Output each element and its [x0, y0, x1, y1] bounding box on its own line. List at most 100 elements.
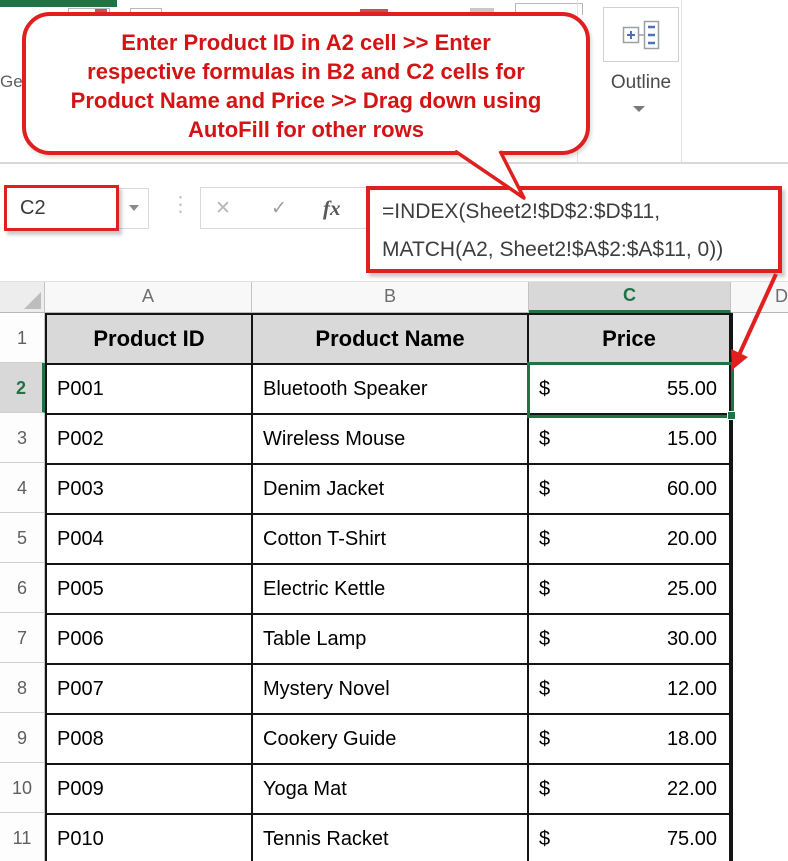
cell-product-id[interactable]: P008 [47, 715, 253, 765]
cell-price[interactable]: $18.00 [529, 715, 731, 765]
row-header-4[interactable]: 4 [0, 463, 45, 513]
callout-line: Enter Product ID in A2 cell >> Enter [121, 30, 491, 55]
cell-product-name[interactable]: Tennis Racket [253, 815, 529, 861]
cell-price[interactable]: $75.00 [529, 815, 731, 861]
currency-symbol: $ [539, 727, 551, 750]
ribbon-fragment [470, 8, 494, 12]
row-header-9[interactable]: 9 [0, 713, 45, 763]
callout-line: Product Name and Price >> Drag down usin… [70, 88, 542, 113]
row-header-1[interactable]: 1 [0, 313, 45, 363]
table-row: P002 Wireless Mouse $15.00 [47, 415, 731, 465]
cell-product-name[interactable]: Wireless Mouse [253, 415, 529, 465]
cell-product-id[interactable]: P007 [47, 665, 253, 715]
cell-product-name[interactable]: Electric Kettle [253, 565, 529, 615]
callout-tail [454, 150, 526, 200]
table-row: P003 Denim Jacket $60.00 [47, 465, 731, 515]
header-cell[interactable]: Price [529, 315, 731, 365]
ribbon-tab-accent [0, 0, 117, 7]
price-value: 55.00 [666, 377, 717, 400]
cell-product-name[interactable]: Bluetooth Speaker [253, 365, 529, 415]
callout-line: respective formulas in B2 and C2 cells f… [87, 59, 525, 84]
cell-product-id[interactable]: P003 [47, 465, 253, 515]
number-format-partial-label: Ge [0, 72, 23, 91]
row-header-11[interactable]: 11 [0, 813, 45, 861]
table-header-row: Product ID Product Name Price [47, 315, 731, 365]
callout-line: AutoFill for other rows [188, 117, 424, 142]
cell-price[interactable]: $30.00 [529, 615, 731, 665]
name-box-dropdown-icon[interactable] [129, 205, 139, 211]
row-header-6[interactable]: 6 [0, 563, 45, 613]
currency-symbol: $ [539, 527, 551, 550]
currency-symbol: $ [539, 777, 551, 800]
fill-handle[interactable] [727, 411, 736, 420]
price-value: 25.00 [666, 577, 717, 600]
table-row: P004 Cotton T-Shirt $20.00 [47, 515, 731, 565]
currency-symbol: $ [539, 427, 551, 450]
cell-product-id[interactable]: P009 [47, 765, 253, 815]
product-table: Product ID Product Name Price P001 Bluetooth… [45, 313, 733, 861]
outline-dropdown-icon[interactable] [633, 106, 645, 112]
currency-symbol: $ [539, 827, 551, 850]
insert-function-icon[interactable]: fx [323, 195, 341, 220]
ribbon-fragment [360, 9, 388, 13]
formula-bar-buttons: ✕ ✓ fx [200, 187, 377, 229]
cell-price[interactable]: $25.00 [529, 565, 731, 615]
select-all-triangle-icon [24, 292, 41, 309]
currency-symbol: $ [539, 577, 551, 600]
cell-price[interactable]: $15.00 [529, 415, 731, 465]
row-header-10[interactable]: 10 [0, 763, 45, 813]
cell-product-name[interactable]: Cotton T-Shirt [253, 515, 529, 565]
row-header-5[interactable]: 5 [0, 513, 45, 563]
currency-symbol: $ [539, 377, 551, 400]
enter-icon[interactable]: ✓ [271, 197, 287, 219]
cell-product-id[interactable]: P005 [47, 565, 253, 615]
cell-product-name[interactable]: Mystery Novel [253, 665, 529, 715]
table-row: P008 Cookery Guide $18.00 [47, 715, 731, 765]
row-header-7[interactable]: 7 [0, 613, 45, 663]
column-header-B[interactable]: B [252, 282, 529, 313]
header-cell[interactable]: Product Name [253, 315, 529, 365]
outline-icon [622, 20, 660, 49]
cell-price[interactable]: $60.00 [529, 465, 731, 515]
row-header-8[interactable]: 8 [0, 663, 45, 713]
column-header-A[interactable]: A [45, 282, 252, 313]
price-value: 30.00 [666, 627, 717, 650]
ribbon-bottom-border [0, 162, 788, 164]
table-row: P007 Mystery Novel $12.00 [47, 665, 731, 715]
row-header-2[interactable]: 2 [0, 363, 45, 413]
price-value: 12.00 [666, 677, 717, 700]
cell-product-name[interactable]: Denim Jacket [253, 465, 529, 515]
ribbon-group-separator [681, 0, 682, 162]
cell-product-name[interactable]: Cookery Guide [253, 715, 529, 765]
cell-product-id[interactable]: P002 [47, 415, 253, 465]
select-all-button[interactable] [0, 282, 45, 313]
ribbon-fragment [95, 9, 107, 13]
column-header-C[interactable]: C [529, 282, 731, 313]
cell-product-id[interactable]: P006 [47, 615, 253, 665]
formula-input[interactable]: =INDEX(Sheet2!$D$2:$D$11, MATCH(A2, Shee… [366, 186, 782, 273]
header-cell[interactable]: Product ID [47, 315, 253, 365]
cell-product-id[interactable]: P004 [47, 515, 253, 565]
cell-price[interactable]: $20.00 [529, 515, 731, 565]
cell-price[interactable]: $55.00 [529, 365, 731, 415]
table-row: P005 Electric Kettle $25.00 [47, 565, 731, 615]
formula-bar-handle-icon[interactable]: ⋮ [170, 193, 191, 216]
row-header-3[interactable]: 3 [0, 413, 45, 463]
cell-product-name[interactable]: Table Lamp [253, 615, 529, 665]
cancel-icon[interactable]: ✕ [215, 197, 231, 219]
cell-product-name[interactable]: Yoga Mat [253, 765, 529, 815]
cell-price[interactable]: $22.00 [529, 765, 731, 815]
table-row: P010 Tennis Racket $75.00 [47, 815, 731, 861]
formula-line-1: =INDEX(Sheet2!$D$2:$D$11, [382, 200, 661, 223]
outline-button[interactable] [603, 7, 679, 62]
cell-price[interactable]: $12.00 [529, 665, 731, 715]
name-box[interactable]: C2 [4, 185, 119, 231]
cell-product-id[interactable]: P010 [47, 815, 253, 861]
outline-button-label: Outline [610, 72, 672, 93]
selected-cell-border [527, 362, 734, 418]
cell-product-id[interactable]: P001 [47, 365, 253, 415]
currency-symbol: $ [539, 627, 551, 650]
currency-symbol: $ [539, 477, 551, 500]
